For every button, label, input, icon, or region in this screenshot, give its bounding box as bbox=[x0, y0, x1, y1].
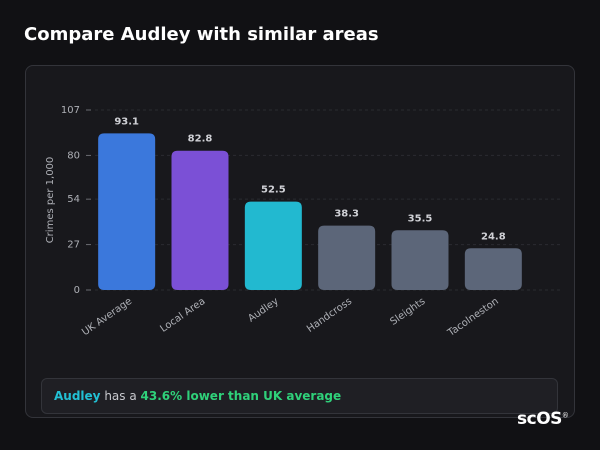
callout: Audley has a 43.6% lower than UK average bbox=[41, 378, 558, 414]
x-tick-label: Local Area bbox=[158, 296, 207, 335]
x-tick-label: UK Average bbox=[80, 296, 134, 338]
x-tick-label: Audley bbox=[246, 296, 281, 325]
callout-text: has a bbox=[104, 389, 137, 403]
y-tick-label: 54 bbox=[67, 194, 80, 205]
y-tick-label: 107 bbox=[61, 105, 80, 116]
bar bbox=[98, 133, 156, 290]
logo-mark: ® bbox=[561, 411, 569, 420]
page-title: Compare Audley with similar areas bbox=[24, 24, 379, 45]
logo-text: scOS bbox=[517, 409, 562, 429]
x-tick-label: Handcross bbox=[305, 296, 354, 335]
value-label: 82.8 bbox=[188, 134, 213, 145]
bar bbox=[391, 230, 449, 290]
bar bbox=[318, 225, 376, 290]
y-tick-label: 80 bbox=[67, 150, 80, 161]
x-tick-label: Sleights bbox=[388, 296, 427, 328]
y-axis-label: Crimes per 1,000 bbox=[45, 157, 56, 244]
y-tick-label: 27 bbox=[67, 240, 80, 251]
x-tick-label: Tacolneston bbox=[445, 296, 501, 339]
value-label: 93.1 bbox=[114, 116, 139, 127]
value-label: 52.5 bbox=[261, 185, 286, 196]
value-label: 24.8 bbox=[481, 231, 506, 242]
bar bbox=[244, 201, 302, 290]
value-label: 35.5 bbox=[408, 213, 433, 224]
value-label: 38.3 bbox=[334, 209, 359, 220]
bar bbox=[171, 150, 229, 290]
y-tick-label: 0 bbox=[74, 285, 80, 296]
bar bbox=[464, 248, 522, 290]
logo: scOS® bbox=[517, 409, 569, 429]
callout-subject: Audley bbox=[54, 389, 101, 403]
callout-highlight: 43.6% lower than UK average bbox=[140, 389, 342, 403]
